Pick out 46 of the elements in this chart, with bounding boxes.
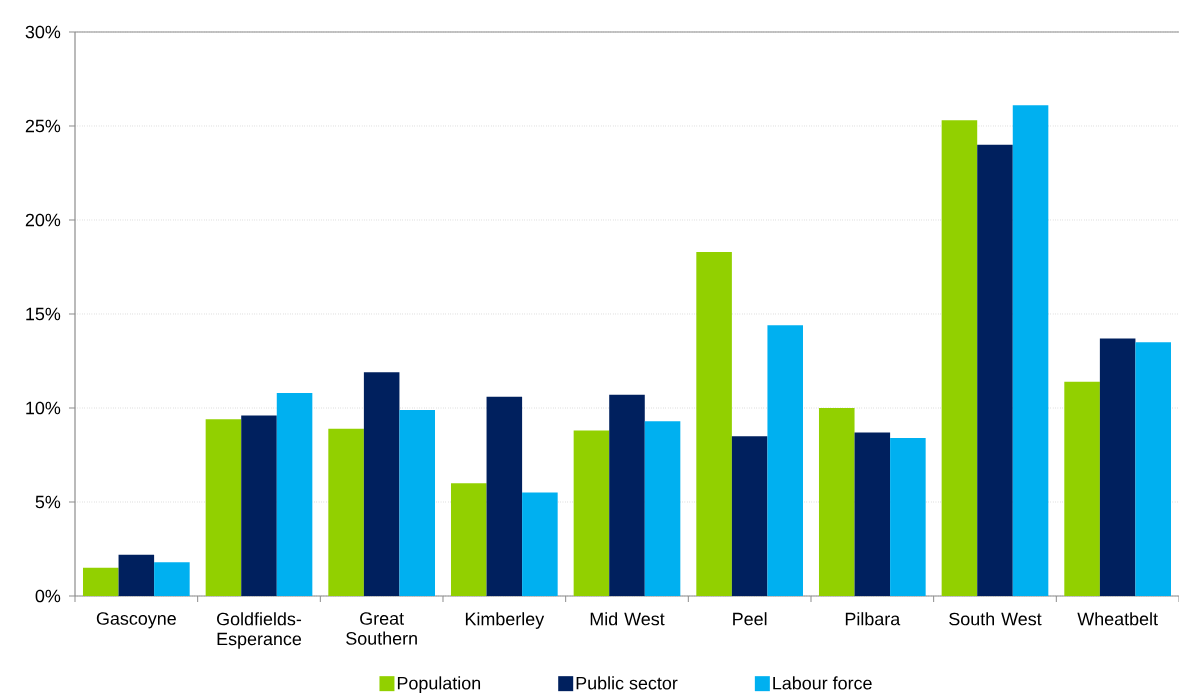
legend-label: Population (397, 676, 481, 694)
bar (1099, 338, 1136, 596)
bar (118, 554, 155, 596)
x-tick-label: Pilbara (845, 612, 901, 626)
bar (154, 562, 190, 596)
bar (890, 438, 926, 596)
y-tick-label: 30% (25, 25, 61, 39)
bar (609, 394, 645, 596)
bar (1135, 342, 1171, 596)
x-tick-label: Kimberley (465, 612, 545, 629)
y-tick-label: 10% (26, 401, 61, 415)
bar (977, 144, 1013, 596)
bar (241, 415, 277, 596)
bar (941, 120, 978, 596)
x-tick-label: South West (949, 612, 1042, 626)
bar (818, 408, 855, 596)
y-tick-label: 25% (25, 119, 61, 133)
bar (328, 428, 364, 596)
bar (450, 483, 487, 596)
x-tick-label: Wheatbelt (1077, 612, 1158, 626)
bar (644, 421, 681, 596)
bar (731, 436, 768, 596)
x-tick-label: Great Southern (346, 612, 417, 645)
bar (854, 432, 891, 596)
bar (486, 396, 523, 596)
legend-label: Public sector (576, 676, 678, 690)
bar (82, 567, 119, 596)
bar (522, 492, 558, 596)
x-tick-label: Mid West (590, 612, 665, 626)
x-tick-label: Peel (733, 612, 767, 626)
legend-label: Labour force (773, 676, 872, 690)
bar (573, 430, 610, 596)
y-tick-label: 20% (25, 213, 61, 227)
bar (696, 251, 732, 596)
bar (205, 419, 242, 596)
bar (363, 372, 400, 596)
bar (767, 325, 803, 596)
x-tick-label: Gascoyne (96, 612, 176, 629)
y-tick-label: 15% (26, 307, 61, 321)
bar (399, 409, 435, 596)
bar (276, 392, 313, 596)
y-tick-label: 0% (35, 589, 61, 603)
x-tick-label: Goldfields-Esperance (217, 612, 302, 649)
bar (1064, 381, 1100, 596)
bar (1012, 105, 1049, 596)
y-tick-label: 5% (35, 495, 61, 509)
